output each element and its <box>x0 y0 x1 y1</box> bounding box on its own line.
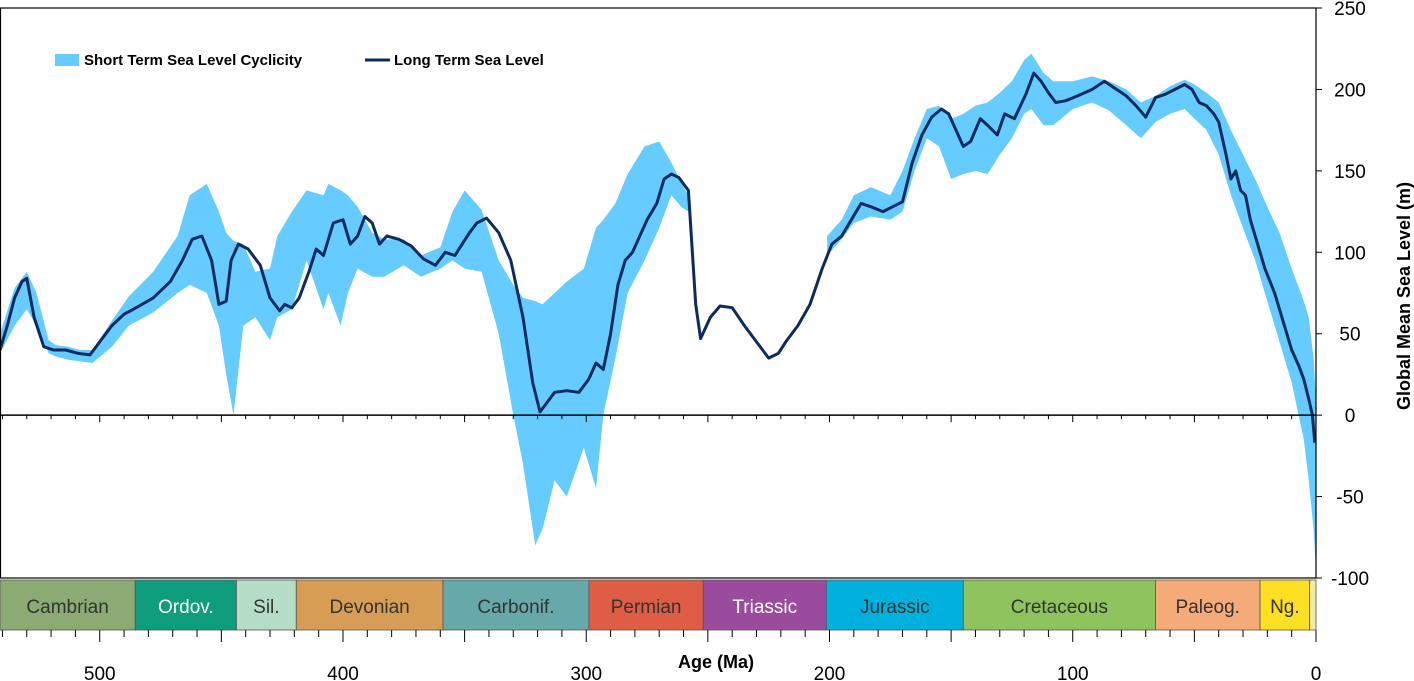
legend-swatch-short-term <box>55 54 79 66</box>
period-bar: Cambrian Ordov. Sil. Devonian Carbonif. Permi… <box>0 579 1317 631</box>
y-tick-label: -50 <box>1336 488 1363 509</box>
long-term-line-layer <box>0 71 1317 443</box>
x-tick-label: 400 <box>327 664 359 681</box>
period-permian <box>588 579 704 631</box>
y-tick-label: 100 <box>1334 243 1366 264</box>
period-label: Sil. <box>253 597 279 618</box>
y-tick-label: 250 <box>1334 0 1366 20</box>
period-label: Permian <box>611 597 682 618</box>
x-tick-label: 300 <box>570 664 602 681</box>
x-tick-label: 500 <box>84 664 116 681</box>
y-tick-label: -100 <box>1331 569 1369 590</box>
short-term-band-0 <box>0 141 689 546</box>
period-devonian <box>295 579 444 631</box>
period-ng <box>1259 579 1311 631</box>
y-tick-label: 50 <box>1339 325 1360 346</box>
period-triassic <box>702 579 827 631</box>
period-ordov <box>134 579 237 631</box>
y-axis-title: Global Mean Sea Level (m) <box>1394 182 1414 410</box>
x-axis-title: Age (Ma) <box>678 652 754 672</box>
short-term-band-1 <box>827 53 1316 570</box>
x-tick-label: 100 <box>1057 664 1089 681</box>
short-term-band-layer <box>0 53 1316 570</box>
legend-label-long-term: Long Term Sea Level <box>394 52 544 69</box>
x-tick-label: 200 <box>814 664 846 681</box>
period-label: Ordov. <box>158 597 214 618</box>
period-label: Devonian <box>329 597 409 618</box>
period-label: Triassic <box>732 597 797 618</box>
period-paleog <box>1155 579 1261 631</box>
plot-frame <box>0 7 1317 579</box>
legend-label-short-term: Short Term Sea Level Cyclicity <box>84 52 303 69</box>
period-label: Carbonif. <box>477 597 554 618</box>
period-label: Paleog. <box>1176 597 1240 618</box>
y-tick-label: 0 <box>1345 406 1356 427</box>
period-quaternary <box>1309 579 1317 631</box>
period-label: Ng. <box>1270 597 1300 618</box>
period-cambrian <box>0 579 136 631</box>
legend: Short Term Sea Level Cyclicity Long Term… <box>55 52 544 69</box>
period-label: Cambrian <box>26 597 108 618</box>
period-label: Cretaceous <box>1011 597 1108 618</box>
period-jurassic <box>825 579 964 631</box>
y-tick-label: 200 <box>1334 80 1366 101</box>
period-sil <box>236 579 297 631</box>
period-cretaceous <box>962 579 1156 631</box>
period-carbonif <box>442 579 590 631</box>
y-tick-label: 150 <box>1334 162 1366 183</box>
period-label: Jurassic <box>860 597 930 618</box>
x-tick-label: 0 <box>1311 664 1322 681</box>
long-term-line <box>0 71 1317 443</box>
